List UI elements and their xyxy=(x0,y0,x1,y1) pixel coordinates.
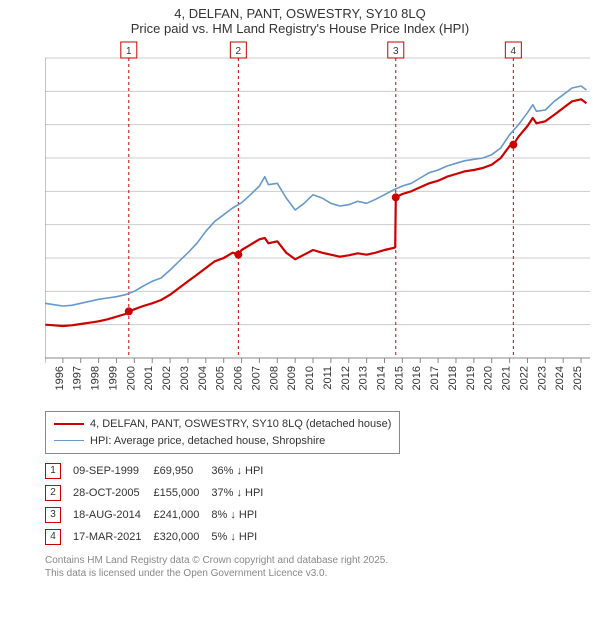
svg-text:2017: 2017 xyxy=(429,366,441,390)
table-row: 4 17-MAR-2021£320,0005% ↓ HPI xyxy=(45,526,275,548)
legend-label: HPI: Average price, detached house, Shro… xyxy=(90,433,325,450)
chart-container: 4, DELFAN, PANT, OSWESTRY, SY10 8LQ Pric… xyxy=(0,0,600,580)
sale-price: £69,950 xyxy=(153,460,211,482)
svg-text:1: 1 xyxy=(126,46,132,57)
sale-price: £155,000 xyxy=(153,482,211,504)
svg-text:2004: 2004 xyxy=(197,366,209,390)
svg-text:2008: 2008 xyxy=(268,366,280,390)
chart-subtitle: Price paid vs. HM Land Registry's House … xyxy=(0,21,600,40)
sale-marker-cell: 3 xyxy=(45,504,73,526)
svg-text:2011: 2011 xyxy=(322,366,334,390)
svg-text:3: 3 xyxy=(393,46,399,57)
sale-marker-icon: 2 xyxy=(45,485,61,501)
sale-date: 09-SEP-1999 xyxy=(73,460,153,482)
table-row: 2 28-OCT-2005£155,00037% ↓ HPI xyxy=(45,482,275,504)
sale-marker-cell: 2 xyxy=(45,482,73,504)
chart-plot-area: £0£50K£100K£150K£200K£250K£300K£350K£400… xyxy=(45,40,590,405)
sale-price: £241,000 xyxy=(153,504,211,526)
table-row: 3 18-AUG-2014£241,0008% ↓ HPI xyxy=(45,504,275,526)
legend-row: HPI: Average price, detached house, Shro… xyxy=(54,433,391,450)
svg-text:2020: 2020 xyxy=(483,366,495,390)
svg-text:1999: 1999 xyxy=(107,366,119,390)
attribution-text: Contains HM Land Registry data © Crown c… xyxy=(45,554,588,580)
svg-text:2018: 2018 xyxy=(447,366,459,390)
legend-swatch xyxy=(54,423,84,425)
sale-marker-cell: 1 xyxy=(45,460,73,482)
svg-text:1995: 1995 xyxy=(45,366,48,390)
sale-marker-icon: 3 xyxy=(45,507,61,523)
svg-text:2005: 2005 xyxy=(215,366,227,390)
svg-text:2012: 2012 xyxy=(340,366,352,390)
sale-marker-icon: 1 xyxy=(45,463,61,479)
sale-date: 17-MAR-2021 xyxy=(73,526,153,548)
line-chart-svg: £0£50K£100K£150K£200K£250K£300K£350K£400… xyxy=(45,40,590,400)
svg-text:2014: 2014 xyxy=(376,366,388,390)
legend-row: 4, DELFAN, PANT, OSWESTRY, SY10 8LQ (det… xyxy=(54,416,391,433)
attribution-line1: Contains HM Land Registry data © Crown c… xyxy=(45,554,588,567)
svg-text:2022: 2022 xyxy=(518,366,530,390)
svg-text:1996: 1996 xyxy=(54,366,66,390)
svg-text:2021: 2021 xyxy=(501,366,513,390)
legend-label: 4, DELFAN, PANT, OSWESTRY, SY10 8LQ (det… xyxy=(90,416,391,433)
sale-delta: 37% ↓ HPI xyxy=(211,482,275,504)
svg-text:2013: 2013 xyxy=(358,366,370,390)
sale-delta: 8% ↓ HPI xyxy=(211,504,275,526)
legend-box: 4, DELFAN, PANT, OSWESTRY, SY10 8LQ (det… xyxy=(45,411,400,454)
svg-text:2023: 2023 xyxy=(536,366,548,390)
svg-text:2025: 2025 xyxy=(572,366,584,390)
svg-text:2015: 2015 xyxy=(393,366,405,390)
sale-price: £320,000 xyxy=(153,526,211,548)
svg-text:2010: 2010 xyxy=(304,366,316,390)
svg-text:2002: 2002 xyxy=(161,366,173,390)
svg-text:2009: 2009 xyxy=(286,366,298,390)
svg-text:2007: 2007 xyxy=(250,366,262,390)
table-row: 1 09-SEP-1999£69,95036% ↓ HPI xyxy=(45,460,275,482)
sales-table: 1 09-SEP-1999£69,95036% ↓ HPI 2 28-OCT-2005… xyxy=(45,460,275,548)
sale-delta: 36% ↓ HPI xyxy=(211,460,275,482)
sale-marker-cell: 4 xyxy=(45,526,73,548)
chart-title: 4, DELFAN, PANT, OSWESTRY, SY10 8LQ xyxy=(0,0,600,21)
svg-text:1998: 1998 xyxy=(90,366,102,390)
attribution-line2: This data is licensed under the Open Gov… xyxy=(45,567,588,580)
svg-text:2000: 2000 xyxy=(125,366,137,390)
sale-date: 18-AUG-2014 xyxy=(73,504,153,526)
sale-marker-icon: 4 xyxy=(45,529,61,545)
legend-swatch xyxy=(54,440,84,441)
svg-text:2019: 2019 xyxy=(465,366,477,390)
sale-delta: 5% ↓ HPI xyxy=(211,526,275,548)
svg-text:2: 2 xyxy=(236,46,242,57)
svg-text:1997: 1997 xyxy=(72,366,84,390)
svg-text:4: 4 xyxy=(511,46,517,57)
svg-text:2003: 2003 xyxy=(179,366,191,390)
svg-text:2001: 2001 xyxy=(143,366,155,390)
svg-text:2006: 2006 xyxy=(233,366,245,390)
sale-date: 28-OCT-2005 xyxy=(73,482,153,504)
svg-text:2016: 2016 xyxy=(411,366,423,390)
svg-text:2024: 2024 xyxy=(554,366,566,390)
